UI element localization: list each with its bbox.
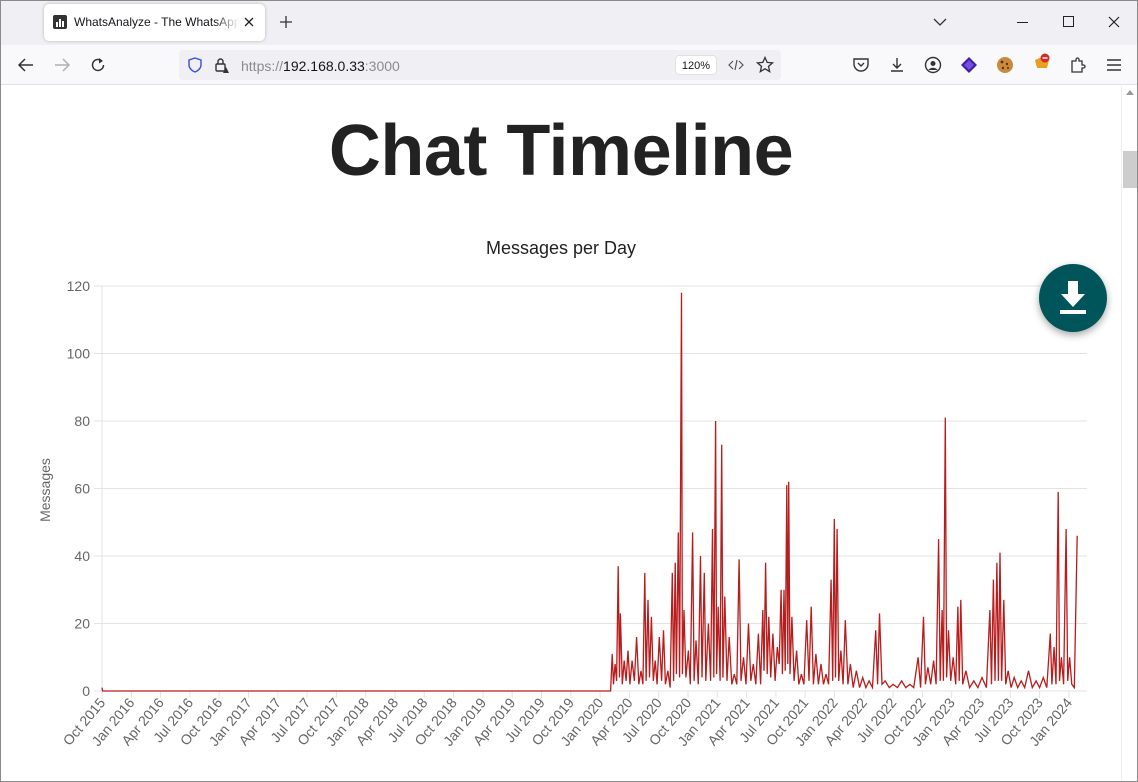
url-port: :3000 — [364, 58, 400, 74]
chart-grid — [94, 285, 1087, 699]
scrollbar-thumb[interactable] — [1123, 151, 1137, 188]
y-tick-label: 40 — [74, 548, 90, 564]
app-favicon-icon — [53, 15, 67, 29]
back-arrow-icon[interactable] — [17, 56, 35, 74]
tracking-protection-shield-icon[interactable] — [186, 56, 204, 74]
scroll-up-arrow-icon[interactable] — [1126, 90, 1134, 95]
reload-icon[interactable] — [89, 56, 107, 74]
address-bar[interactable]: https://192.168.0.33:3000 120% — [179, 50, 781, 80]
forward-arrow-icon[interactable] — [53, 56, 71, 74]
series-line — [101, 292, 1078, 692]
url-host: 192.168.0.33 — [283, 58, 365, 74]
tab-title: WhatsAnalyze - The WhatsApp — [74, 15, 239, 29]
y-tick-label: 0 — [82, 683, 90, 699]
pocket-icon[interactable] — [852, 56, 870, 74]
bookmark-star-icon[interactable] — [756, 56, 774, 74]
y-tick-labels: 0 20 40 60 80 100 120 — [67, 278, 91, 699]
download-icon[interactable] — [888, 56, 906, 74]
series-line-group — [101, 292, 1078, 692]
page-title: Chat Timeline — [328, 111, 794, 191]
lock-warning-icon[interactable] — [212, 56, 230, 74]
page-content: Chat Timeline Messages per Day Messages … — [1, 86, 1121, 781]
code-icon[interactable] — [727, 56, 745, 74]
extension-layers-icon[interactable] — [960, 56, 978, 74]
y-tick-label: 100 — [67, 346, 91, 362]
navigation-toolbar: https://192.168.0.33:3000 120% — [1, 45, 1137, 85]
y-tick-label: 80 — [74, 413, 90, 429]
y-tick-label: 120 — [67, 278, 91, 294]
account-icon[interactable] — [924, 56, 942, 74]
zoom-level-badge[interactable]: 120% — [675, 55, 717, 75]
download-fab-button[interactable] — [1039, 264, 1107, 332]
url-text[interactable]: https://192.168.0.33:3000 — [241, 58, 400, 74]
tab-strip: WhatsAnalyze - The WhatsApp — [1, 1, 1137, 45]
cookie-extension-icon[interactable] — [996, 56, 1014, 74]
chart-title: Messages per Day — [485, 238, 637, 258]
minimize-window-button[interactable] — [1017, 22, 1028, 23]
close-tab-icon[interactable] — [243, 16, 255, 28]
y-tick-label: 20 — [74, 616, 90, 632]
new-tab-icon[interactable] — [279, 15, 293, 29]
tab-whatsanalyze[interactable]: WhatsAnalyze - The WhatsApp — [44, 4, 265, 41]
hamburger-menu-icon[interactable] — [1105, 56, 1123, 74]
ublock-extension-icon[interactable] — [1033, 53, 1051, 71]
download-arrow-icon — [1060, 281, 1086, 314]
chevron-down-icon[interactable] — [933, 17, 947, 27]
extensions-puzzle-icon[interactable] — [1069, 56, 1087, 74]
y-tick-label: 60 — [74, 481, 90, 497]
vertical-scrollbar[interactable] — [1121, 86, 1137, 781]
close-window-button[interactable] — [1108, 16, 1120, 28]
url-scheme: https:// — [241, 58, 284, 74]
maximize-window-button[interactable] — [1063, 16, 1074, 27]
